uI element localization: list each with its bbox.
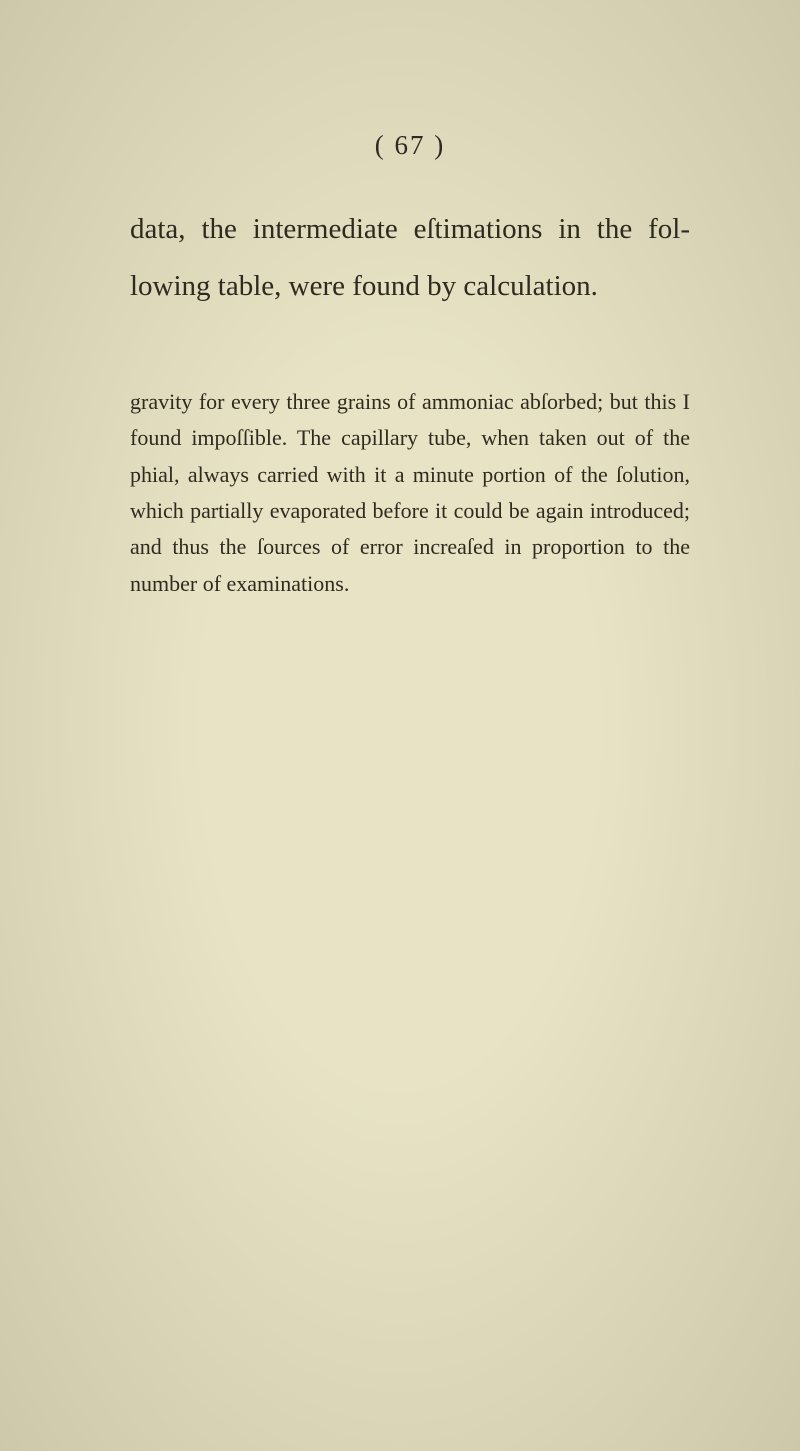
page-number: ( 67 ) xyxy=(130,130,690,161)
footnote-paragraph: gravity for every three grains of ammoni… xyxy=(130,384,690,602)
main-paragraph: data, the intermediate eſtimations in th… xyxy=(130,201,690,314)
scanned-book-page: ( 67 ) data, the intermediate eſtimation… xyxy=(0,0,800,1451)
